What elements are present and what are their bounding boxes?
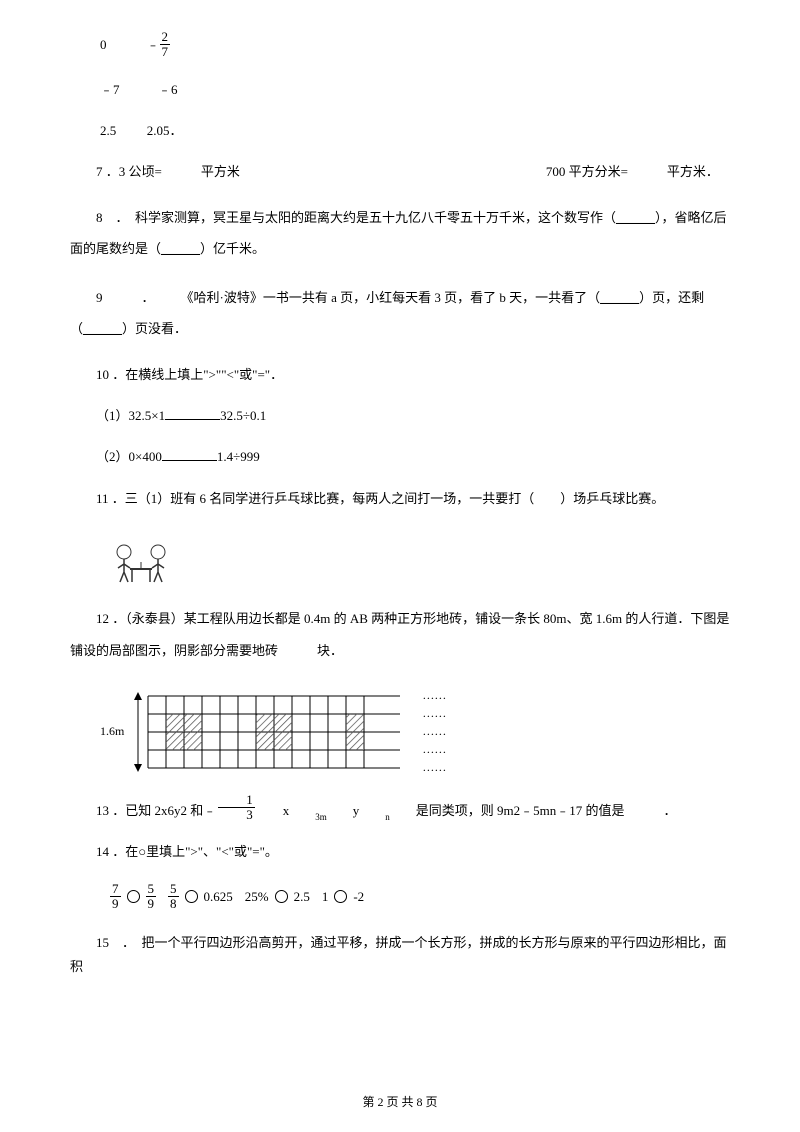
- line2: ﹣7 ﹣6: [100, 78, 730, 101]
- compare-circle-3: [275, 890, 288, 903]
- question-14: 14 ．在○里填上">"、"<"或"="。: [70, 840, 730, 863]
- compare-circle-4: [334, 890, 347, 903]
- compare-circle-1: [127, 890, 140, 903]
- tile-diagram: 1.6m: [100, 684, 730, 779]
- height-label: 1.6m: [100, 721, 124, 743]
- question-15: 15 ． 把一个平行四边形沿高剪开，通过平移，拼成一个长方形，拼成的长方形与原来…: [70, 931, 730, 978]
- question-11: 11 ．三（1）班有 6 名同学进行乒乓球比赛，每两人之间打一场，一共要打（ ）…: [70, 487, 730, 510]
- question-9: 9 ． 《哈利·波特》一书一共有 a 页，小红每天看 3 页，看了 b 天，一共…: [70, 282, 730, 344]
- q7-left: 7 ．3 公顷= 平方米: [70, 160, 240, 183]
- pingpong-icon: [110, 538, 172, 586]
- line2-a: ﹣7: [100, 82, 120, 97]
- q14-comparisons: 7 9 5 9 5 8 0.625 25% 2.5 1 -2: [110, 882, 730, 912]
- tile-grid-svg: [128, 684, 408, 779]
- question-12: 12 ．（永泰县）某工程队用边长都是 0.4m 的 AB 两种正方形地砖，铺设一…: [70, 603, 730, 665]
- frac-2-7: 2 7: [160, 30, 171, 60]
- line1-a: 0: [100, 33, 107, 56]
- frac-1-3: 1 3: [218, 793, 255, 823]
- neg-sign: ﹣: [147, 33, 160, 56]
- line1: 0 ﹣ 2 7: [100, 30, 730, 60]
- q10-sub1: （1）32.5×132.5÷0.1: [70, 404, 730, 427]
- q10-sub2: （2）0×4001.4÷999: [70, 445, 730, 468]
- question-13: 13 ．已知 2x6y2 和﹣ 1 3 x3myn 是同类项，则 9m2﹣5mn…: [70, 793, 730, 823]
- dots-column: …… …… …… …… ……: [422, 686, 446, 776]
- question-7: 7 ．3 公顷= 平方米 700 平方分米= 平方米．: [70, 160, 730, 183]
- frac-5-9: 5 9: [146, 882, 157, 912]
- q7-right: 700 平方分米= 平方米．: [520, 160, 719, 183]
- line3-b: 2.05．: [147, 123, 183, 138]
- question-10: 10 ．在横线上填上">""<"或"="．: [70, 363, 730, 386]
- page-footer: 第 2 页 共 8 页: [0, 1092, 800, 1114]
- frac-5-8: 5 8: [168, 882, 179, 912]
- line3: 2.5 2.05．: [100, 119, 730, 142]
- frac-7-9: 7 9: [110, 882, 121, 912]
- line3-a: 2.5: [100, 123, 116, 138]
- pingpong-image: [70, 528, 730, 603]
- compare-circle-2: [185, 890, 198, 903]
- question-8: 8 ． 科学家测算，冥王星与太阳的距离大约是五十九亿八千零五十万千米，这个数写作…: [70, 202, 730, 264]
- line2-b: ﹣6: [158, 82, 178, 97]
